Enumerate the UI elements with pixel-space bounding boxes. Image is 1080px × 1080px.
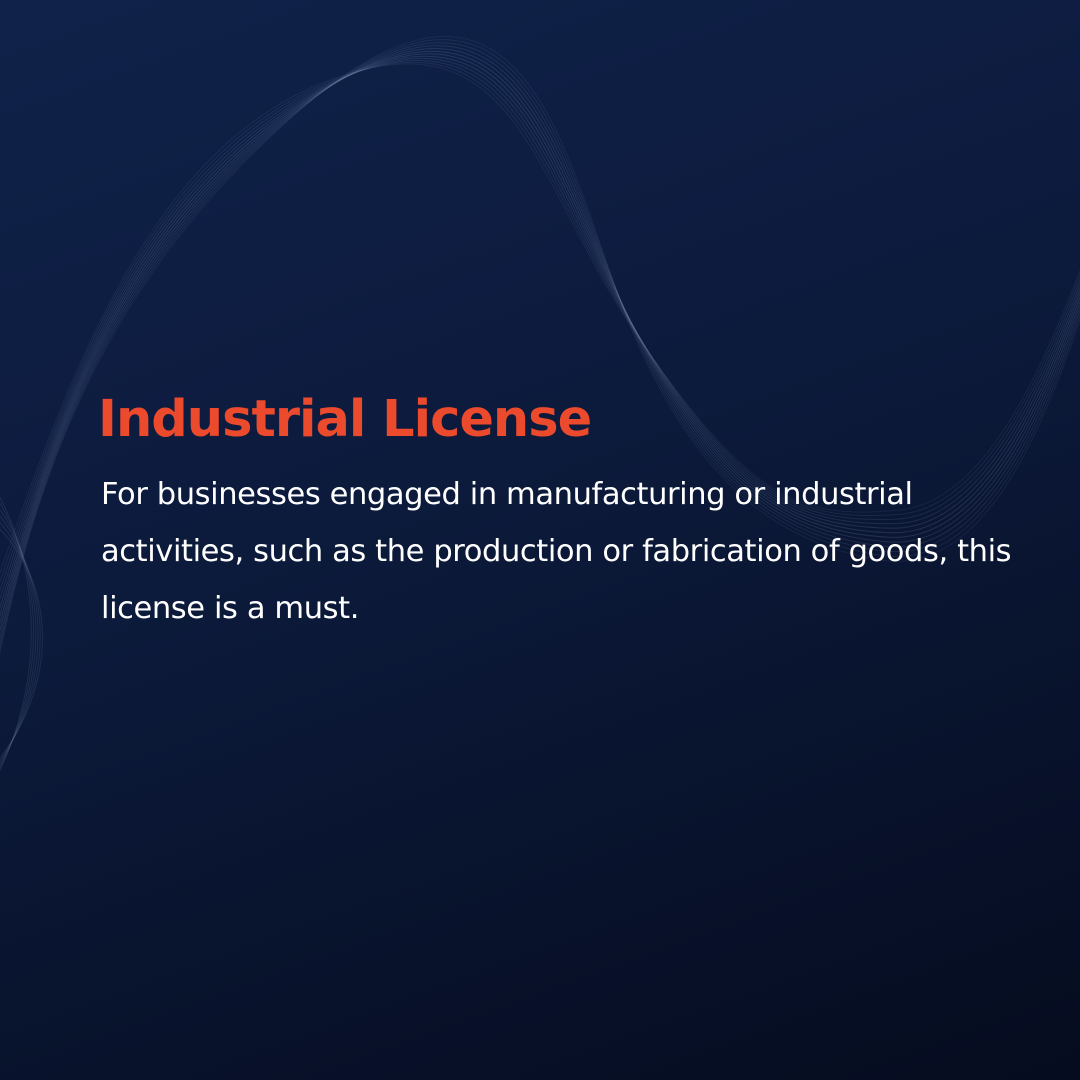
- wave-line: [0, 521, 41, 762]
- slide-body-text: For businesses engaged in manufacturing …: [101, 477, 1012, 626]
- wave-line: [0, 528, 43, 759]
- wave-line: [0, 508, 37, 767]
- slide-title: Industrial License: [98, 390, 592, 449]
- slide-content: Industrial License For businesses engage…: [98, 384, 1028, 637]
- wave-line: [0, 502, 35, 769]
- wave-line: [0, 515, 39, 764]
- wave-line: [0, 496, 32, 772]
